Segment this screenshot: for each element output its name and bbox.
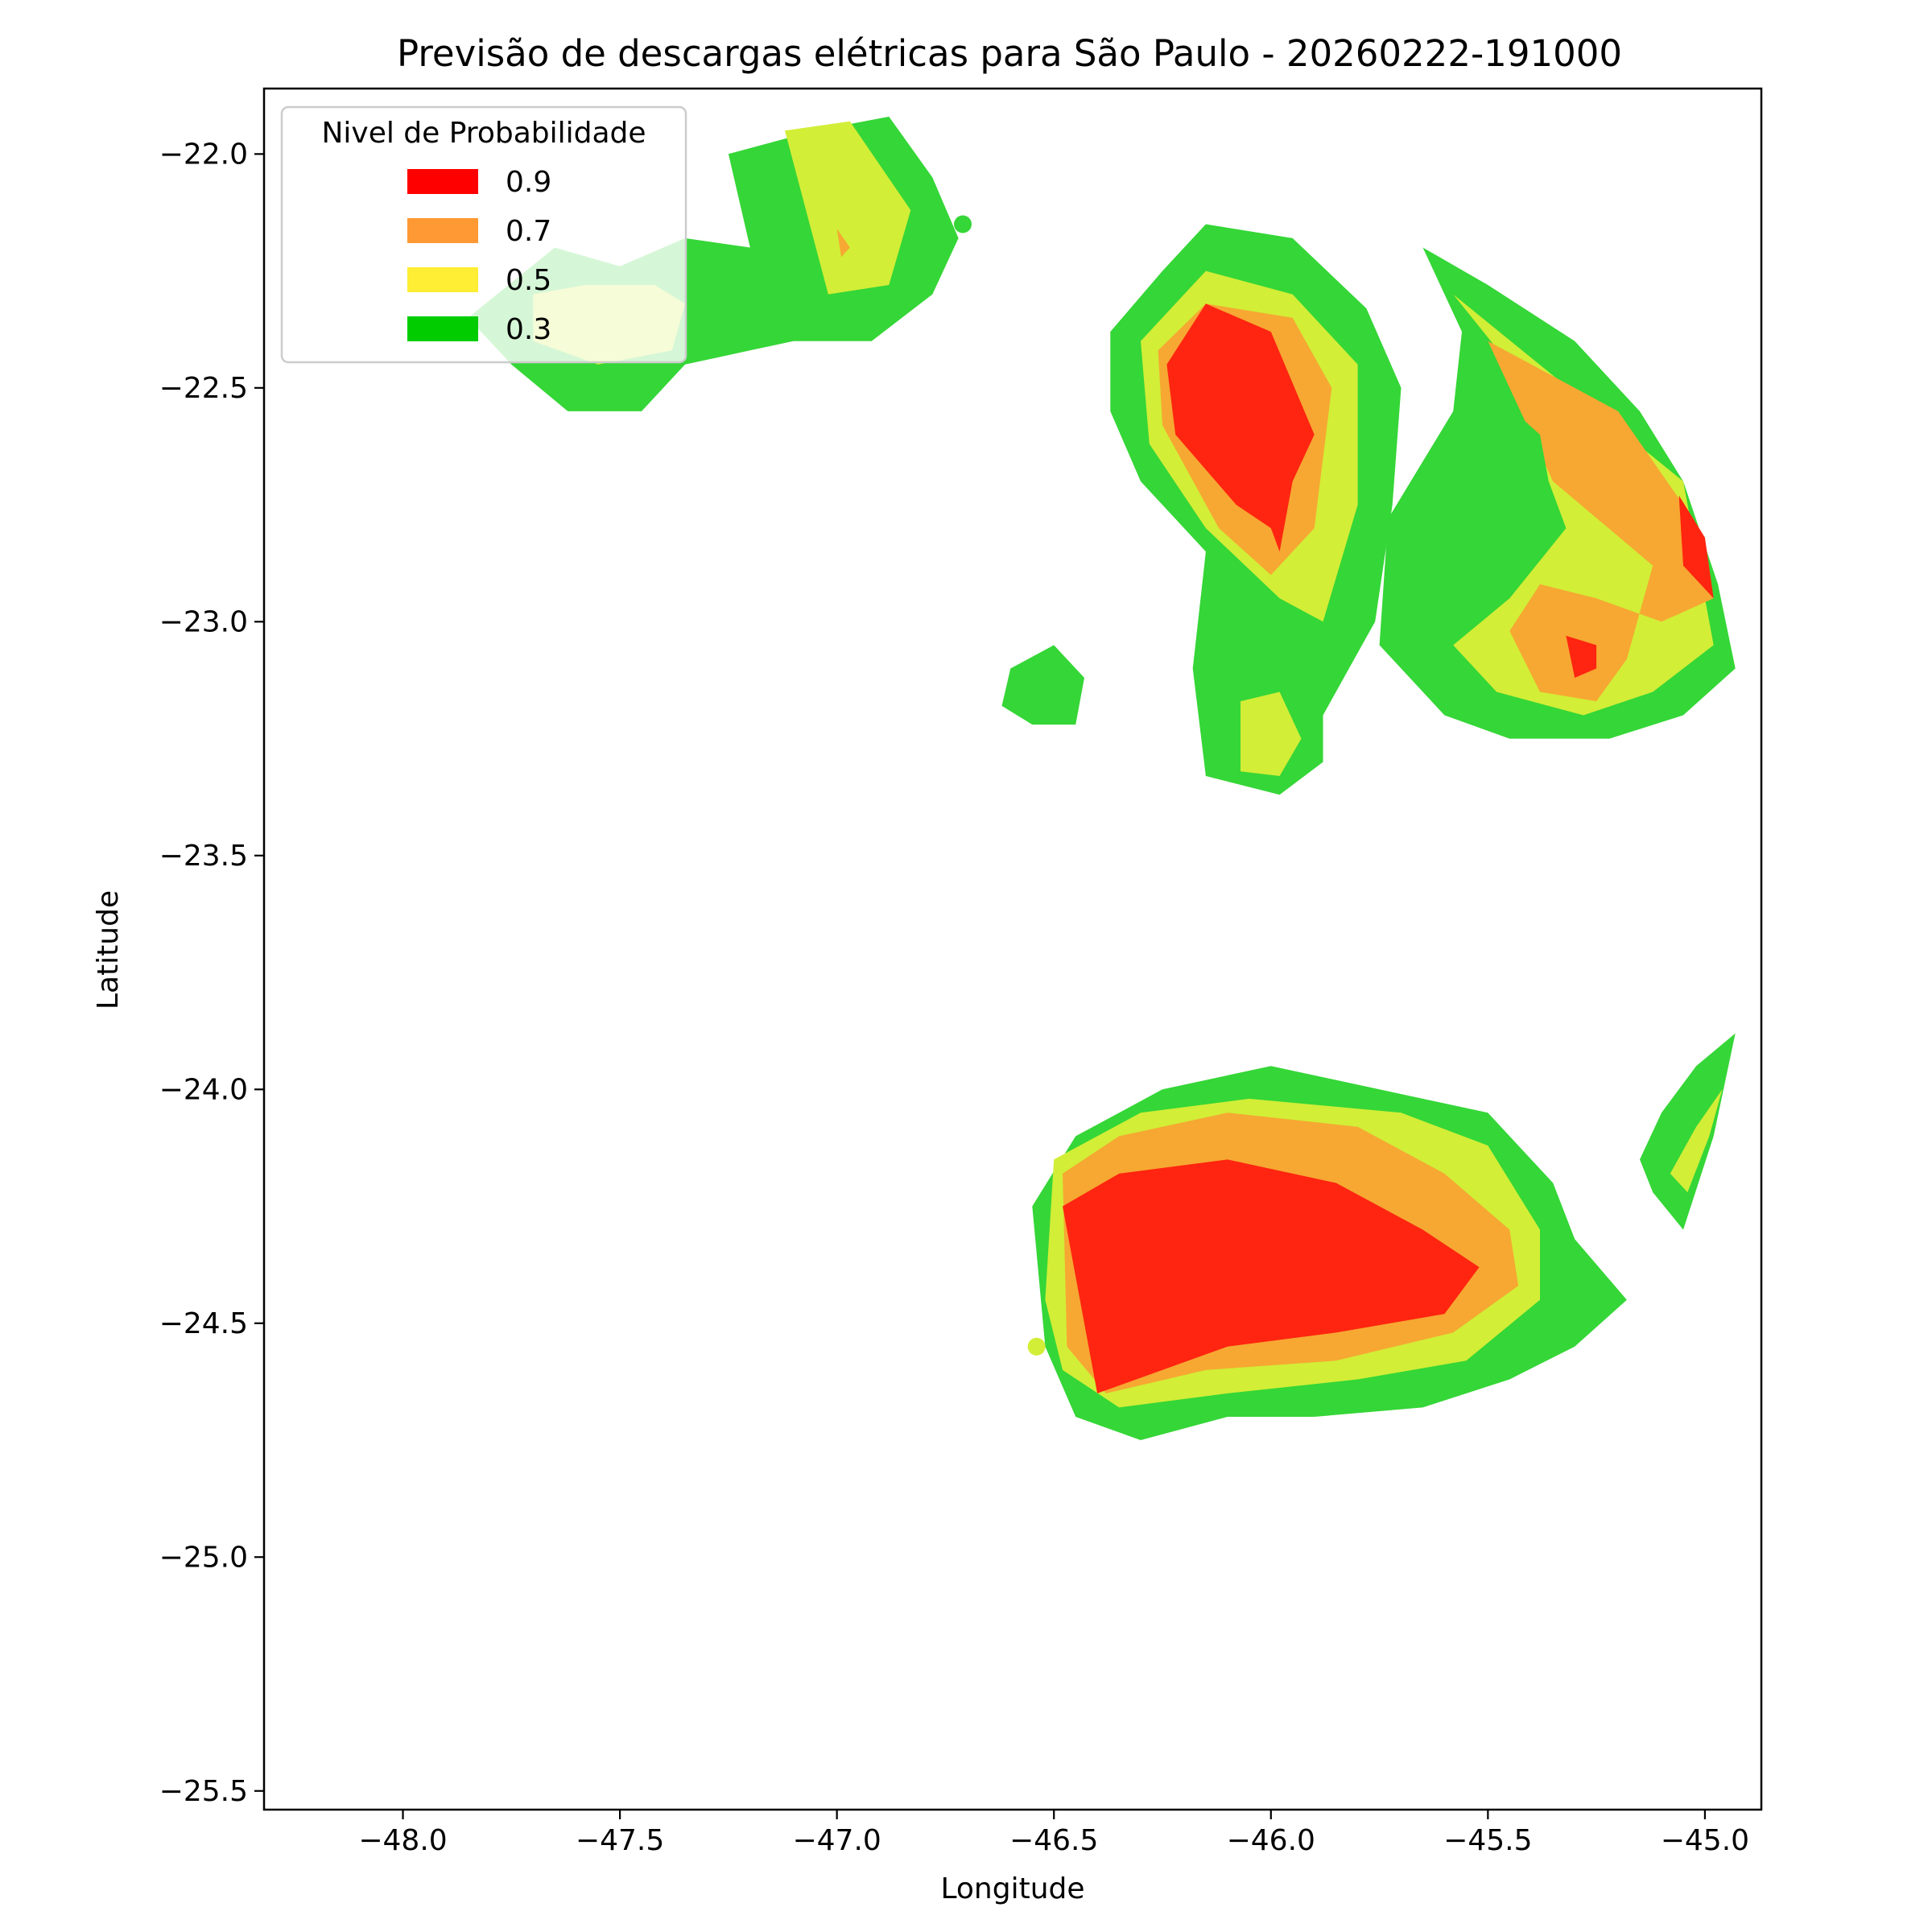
y-tick-label-1: −22.5: [159, 372, 248, 405]
legend-swatch-0.9: [407, 169, 478, 194]
legend: Nivel de Probabilidade 0.9 0.7 0.5 0.3: [280, 105, 687, 364]
contour-fill-small-west-blob-level-0.3-0: [1001, 645, 1084, 725]
legend-entries: 0.9 0.7 0.5 0.3: [407, 166, 551, 346]
contour-fill-east-cell-level-0.9-4: [1566, 635, 1597, 678]
contour-fill-east-cell-level-0.9-3: [1678, 495, 1714, 599]
plot-area: [262, 87, 1763, 1811]
x-tick-label-0: −48.0: [358, 1824, 447, 1857]
legend-swatch-0.3: [407, 316, 478, 341]
contour-fill-east-cell-level-0.3-5: [1410, 387, 1554, 584]
legend-swatch-0.5: [407, 267, 478, 292]
marker-point-0: [954, 215, 972, 233]
y-tick-label-7: −25.5: [159, 1775, 248, 1808]
legend-box: [280, 105, 687, 364]
contour-region-small-west-blob: [1001, 645, 1084, 725]
y-tick-label-4: −24.0: [159, 1073, 248, 1106]
x-tick-label-2: −47.0: [792, 1824, 881, 1857]
contour-fill-central-north-cell-level-0.5-4: [1241, 691, 1302, 776]
legend-label-0.3: 0.3: [506, 313, 551, 346]
contour-region-southeast-sliver: [1640, 1033, 1736, 1230]
x-tick-label-1: −47.5: [576, 1824, 664, 1857]
contour-region-south-cell: [1032, 1066, 1627, 1440]
x-tick-label-4: −46.0: [1227, 1824, 1315, 1857]
contour-fill-southeast-sliver-level-0.5-1: [1670, 1089, 1723, 1193]
x-tick-label-3: −46.5: [1009, 1824, 1098, 1857]
contour-fill-northwest-cell-level-0.7-3: [836, 229, 850, 258]
legend-title: Nivel de Probabilidade: [321, 117, 646, 150]
legend-swatch-0.7: [407, 218, 478, 243]
legend-label-0.5: 0.5: [506, 264, 551, 297]
contour-fill-northwest-cell-level-0.5-2: [785, 121, 911, 295]
contour-fill-south-cell-level-0.9-3: [1063, 1159, 1480, 1393]
y-tick-label-6: −25.0: [159, 1541, 248, 1574]
x-axis-ticks: −48.0 −47.5 −47.0 −46.5 −46.0 −45.5 −45.0: [358, 1810, 1749, 1857]
x-axis-label: Longitude: [940, 1872, 1084, 1905]
x-tick-label-5: −45.5: [1443, 1824, 1532, 1857]
contour-fill-southeast-sliver-level-0.3-0: [1640, 1033, 1736, 1230]
y-tick-label-2: −23.0: [159, 605, 248, 638]
contour-region-central-north-cell: [1110, 224, 1402, 795]
contour-fill-central-north-cell-level-0.9-3: [1166, 303, 1315, 552]
y-tick-label-3: −23.5: [159, 840, 248, 873]
y-tick-label-5: −24.5: [159, 1307, 248, 1340]
y-axis-ticks: −22.0 −22.5 −23.0 −23.5 −24.0 −24.5 −25.0 −25.5: [159, 138, 264, 1808]
axes-frame: [262, 87, 1763, 1811]
contour-fill-east-cell-level-0.7-2: [1488, 341, 1714, 702]
legend-label-0.7: 0.7: [506, 215, 551, 248]
marker-point-1: [1027, 1337, 1046, 1356]
contour-region-east-cell: [1379, 247, 1736, 739]
y-axis-label: Latitude: [92, 890, 125, 1009]
y-tick-label-0: −22.0: [159, 138, 248, 171]
x-tick-label-6: −45.0: [1661, 1824, 1749, 1857]
legend-label-0.9: 0.9: [506, 166, 551, 199]
contour-layers: [468, 116, 1736, 1440]
chart-title: Previsão de descargas elétricas para São…: [397, 32, 1622, 75]
